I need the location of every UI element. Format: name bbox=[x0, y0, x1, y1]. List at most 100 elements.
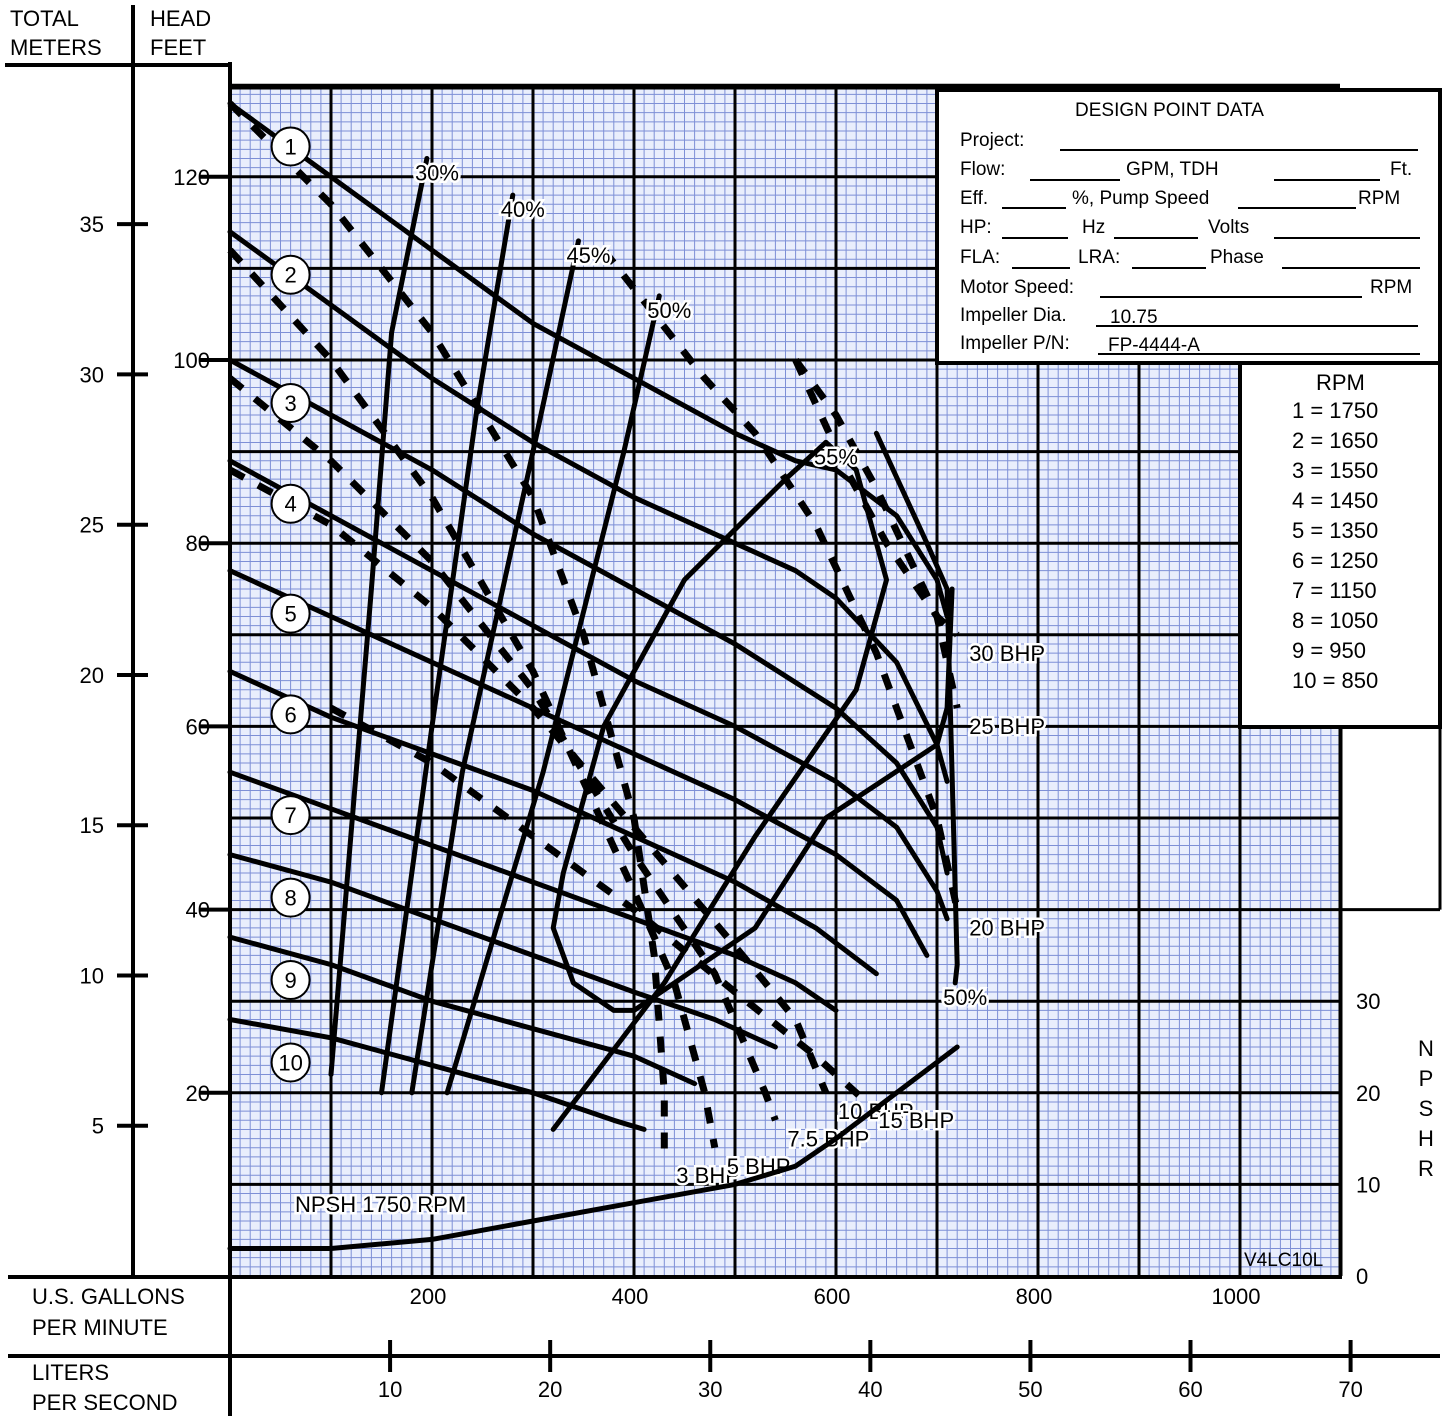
lps-tick-label: 50 bbox=[1018, 1377, 1042, 1402]
feet-label: FEET bbox=[150, 35, 206, 60]
efficiency-curve-label: 55% bbox=[814, 444, 858, 469]
curve-labels: 1 2 3 4 5 6 7 8 9 10 bbox=[270, 126, 311, 1083]
bhp-curve-label: 20 BHP bbox=[969, 916, 1045, 941]
rpm-table-row: 5 = 1350 bbox=[1292, 518, 1378, 543]
speed-curve-marker-label: 7 bbox=[284, 803, 296, 828]
feet-tick-label: 120 bbox=[173, 165, 210, 190]
rpm-table-row: 10 = 850 bbox=[1292, 668, 1378, 693]
speed-curve bbox=[227, 458, 950, 922]
gpm-tick-label: 200 bbox=[410, 1284, 447, 1309]
npshr-letter: N bbox=[1418, 1036, 1434, 1061]
bhp-curve bbox=[792, 357, 961, 709]
efficiency-curve-label: 40% bbox=[501, 197, 545, 222]
efficiency-curve-label: 50% bbox=[647, 298, 691, 323]
feet-tick-label: 40 bbox=[186, 898, 210, 923]
meter-tick-label: 10 bbox=[80, 963, 104, 988]
speed-curve-marker-label: 10 bbox=[278, 1050, 302, 1075]
speed-curve-marker bbox=[270, 126, 311, 167]
efficiency-curve bbox=[328, 156, 430, 1077]
efficiency-curve-label: 45% bbox=[566, 243, 610, 268]
rpm-label: RPM bbox=[1358, 188, 1400, 209]
gpm-tdh-label: GPM, TDH bbox=[1126, 159, 1219, 180]
meters-label: METERS bbox=[10, 35, 102, 60]
lps-tick-label: 20 bbox=[538, 1377, 562, 1402]
efficiency-curve-label: 50% bbox=[943, 985, 987, 1010]
speed-curves bbox=[227, 101, 950, 1132]
speed-curve bbox=[227, 101, 950, 619]
feet-tick-label: 80 bbox=[186, 531, 210, 556]
flow-label: Flow: bbox=[960, 159, 1005, 180]
speed-curve-marker bbox=[270, 1042, 311, 1083]
gpm-tick-label: 400 bbox=[612, 1284, 649, 1309]
lps-label-line1: LITERS bbox=[32, 1360, 109, 1385]
gpm-label-line1: U.S. GALLONS bbox=[32, 1284, 185, 1309]
bhp-curve bbox=[228, 466, 830, 1095]
lps-tick-label: 70 bbox=[1338, 1377, 1362, 1402]
speed-curve-marker-label: 6 bbox=[284, 702, 296, 727]
meter-tick-label: 15 bbox=[80, 813, 104, 838]
speed-curve bbox=[227, 769, 839, 1013]
bhp-curve bbox=[329, 705, 869, 1105]
gpm-tick-label: 800 bbox=[1016, 1284, 1053, 1309]
motor-rpm-label: RPM bbox=[1370, 277, 1412, 298]
rpm-table-row: 7 = 1150 bbox=[1292, 578, 1377, 603]
speed-curve bbox=[227, 1017, 647, 1132]
gpm-tick-label: 600 bbox=[814, 1284, 851, 1309]
meter-tick-label: 35 bbox=[80, 212, 104, 237]
motor-speed-label: Motor Speed: bbox=[960, 277, 1074, 298]
npshr-tick-label: 30 bbox=[1356, 989, 1380, 1014]
head-label: HEAD bbox=[150, 6, 211, 31]
bhp-curve-label: 30 BHP bbox=[969, 641, 1045, 666]
efficiency-curve-label: 30% bbox=[415, 160, 459, 185]
speed-curve-marker bbox=[270, 877, 311, 918]
speed-curve-marker bbox=[270, 960, 311, 1001]
efficiency-curve bbox=[409, 238, 581, 1096]
speed-curve-marker-label: 9 bbox=[284, 968, 296, 993]
model-code: V4LC10L bbox=[1244, 1250, 1323, 1271]
impeller-pn-value: FP-4444-A bbox=[1108, 335, 1200, 356]
hp-label: HP: bbox=[960, 217, 992, 238]
design-point-box: DESIGN POINT DATA Project: Flow: GPM, TD… bbox=[935, 88, 1442, 365]
rpm-table-row: 6 = 1250 bbox=[1292, 548, 1378, 573]
rpm-table-row: 2 = 1650 bbox=[1292, 428, 1378, 453]
npsh-line bbox=[227, 1044, 960, 1251]
meter-tick-label: 30 bbox=[80, 362, 104, 387]
rpm-table-title: RPM bbox=[1316, 370, 1365, 395]
phase-label: Phase bbox=[1210, 247, 1264, 268]
feet-tick-label: 20 bbox=[186, 1081, 210, 1106]
speed-curve-marker-label: 1 bbox=[284, 134, 296, 159]
bhp-curve bbox=[792, 358, 960, 638]
efficiency-curve bbox=[873, 430, 960, 986]
rpm-table: RPM 1 = 1750 2 = 1650 3 = 1550 4 = 1450 5 = … bbox=[1238, 361, 1442, 729]
bhp-curve-label: 7.5 BHP bbox=[787, 1126, 869, 1151]
speed-curve bbox=[227, 852, 778, 1050]
meter-tick-label: 25 bbox=[80, 513, 104, 538]
project-label: Project: bbox=[960, 130, 1024, 151]
bhp-curve-label: 10 BHP bbox=[838, 1099, 914, 1124]
speed-curve bbox=[227, 229, 950, 784]
impeller-dia-label: Impeller Dia. bbox=[960, 305, 1067, 326]
fla-label: FLA: bbox=[960, 247, 1000, 268]
npshr-tick-label: 20 bbox=[1356, 1081, 1380, 1106]
efficiency-curve bbox=[550, 439, 955, 1013]
lra-label: LRA: bbox=[1078, 247, 1120, 268]
speed-curve bbox=[227, 668, 879, 977]
meter-tick-label: 20 bbox=[80, 663, 104, 688]
impeller-pn-label: Impeller P/N: bbox=[960, 333, 1070, 354]
bhp-curve bbox=[227, 247, 719, 1149]
speed-curve-marker bbox=[270, 694, 311, 735]
design-point-title: DESIGN POINT DATA bbox=[1075, 100, 1264, 121]
speed-curve-marker bbox=[270, 795, 311, 836]
npsh-ticks: 0 10 20 30 bbox=[1356, 989, 1380, 1289]
speed-curve-marker-label: 8 bbox=[284, 886, 296, 911]
rpm-table-row: 4 = 1450 bbox=[1292, 488, 1378, 513]
pump-speed-label: %, Pump Speed bbox=[1072, 188, 1209, 209]
efficiency-curve bbox=[379, 192, 516, 1096]
npshr-letter: H bbox=[1418, 1126, 1434, 1151]
gpm-label-line2: PER MINUTE bbox=[32, 1315, 168, 1340]
volts-label: Volts bbox=[1208, 217, 1249, 238]
efficiency-curves: 30% 40% 45% 50% 55% 50% bbox=[328, 156, 990, 1132]
total-label: TOTAL bbox=[10, 6, 79, 31]
